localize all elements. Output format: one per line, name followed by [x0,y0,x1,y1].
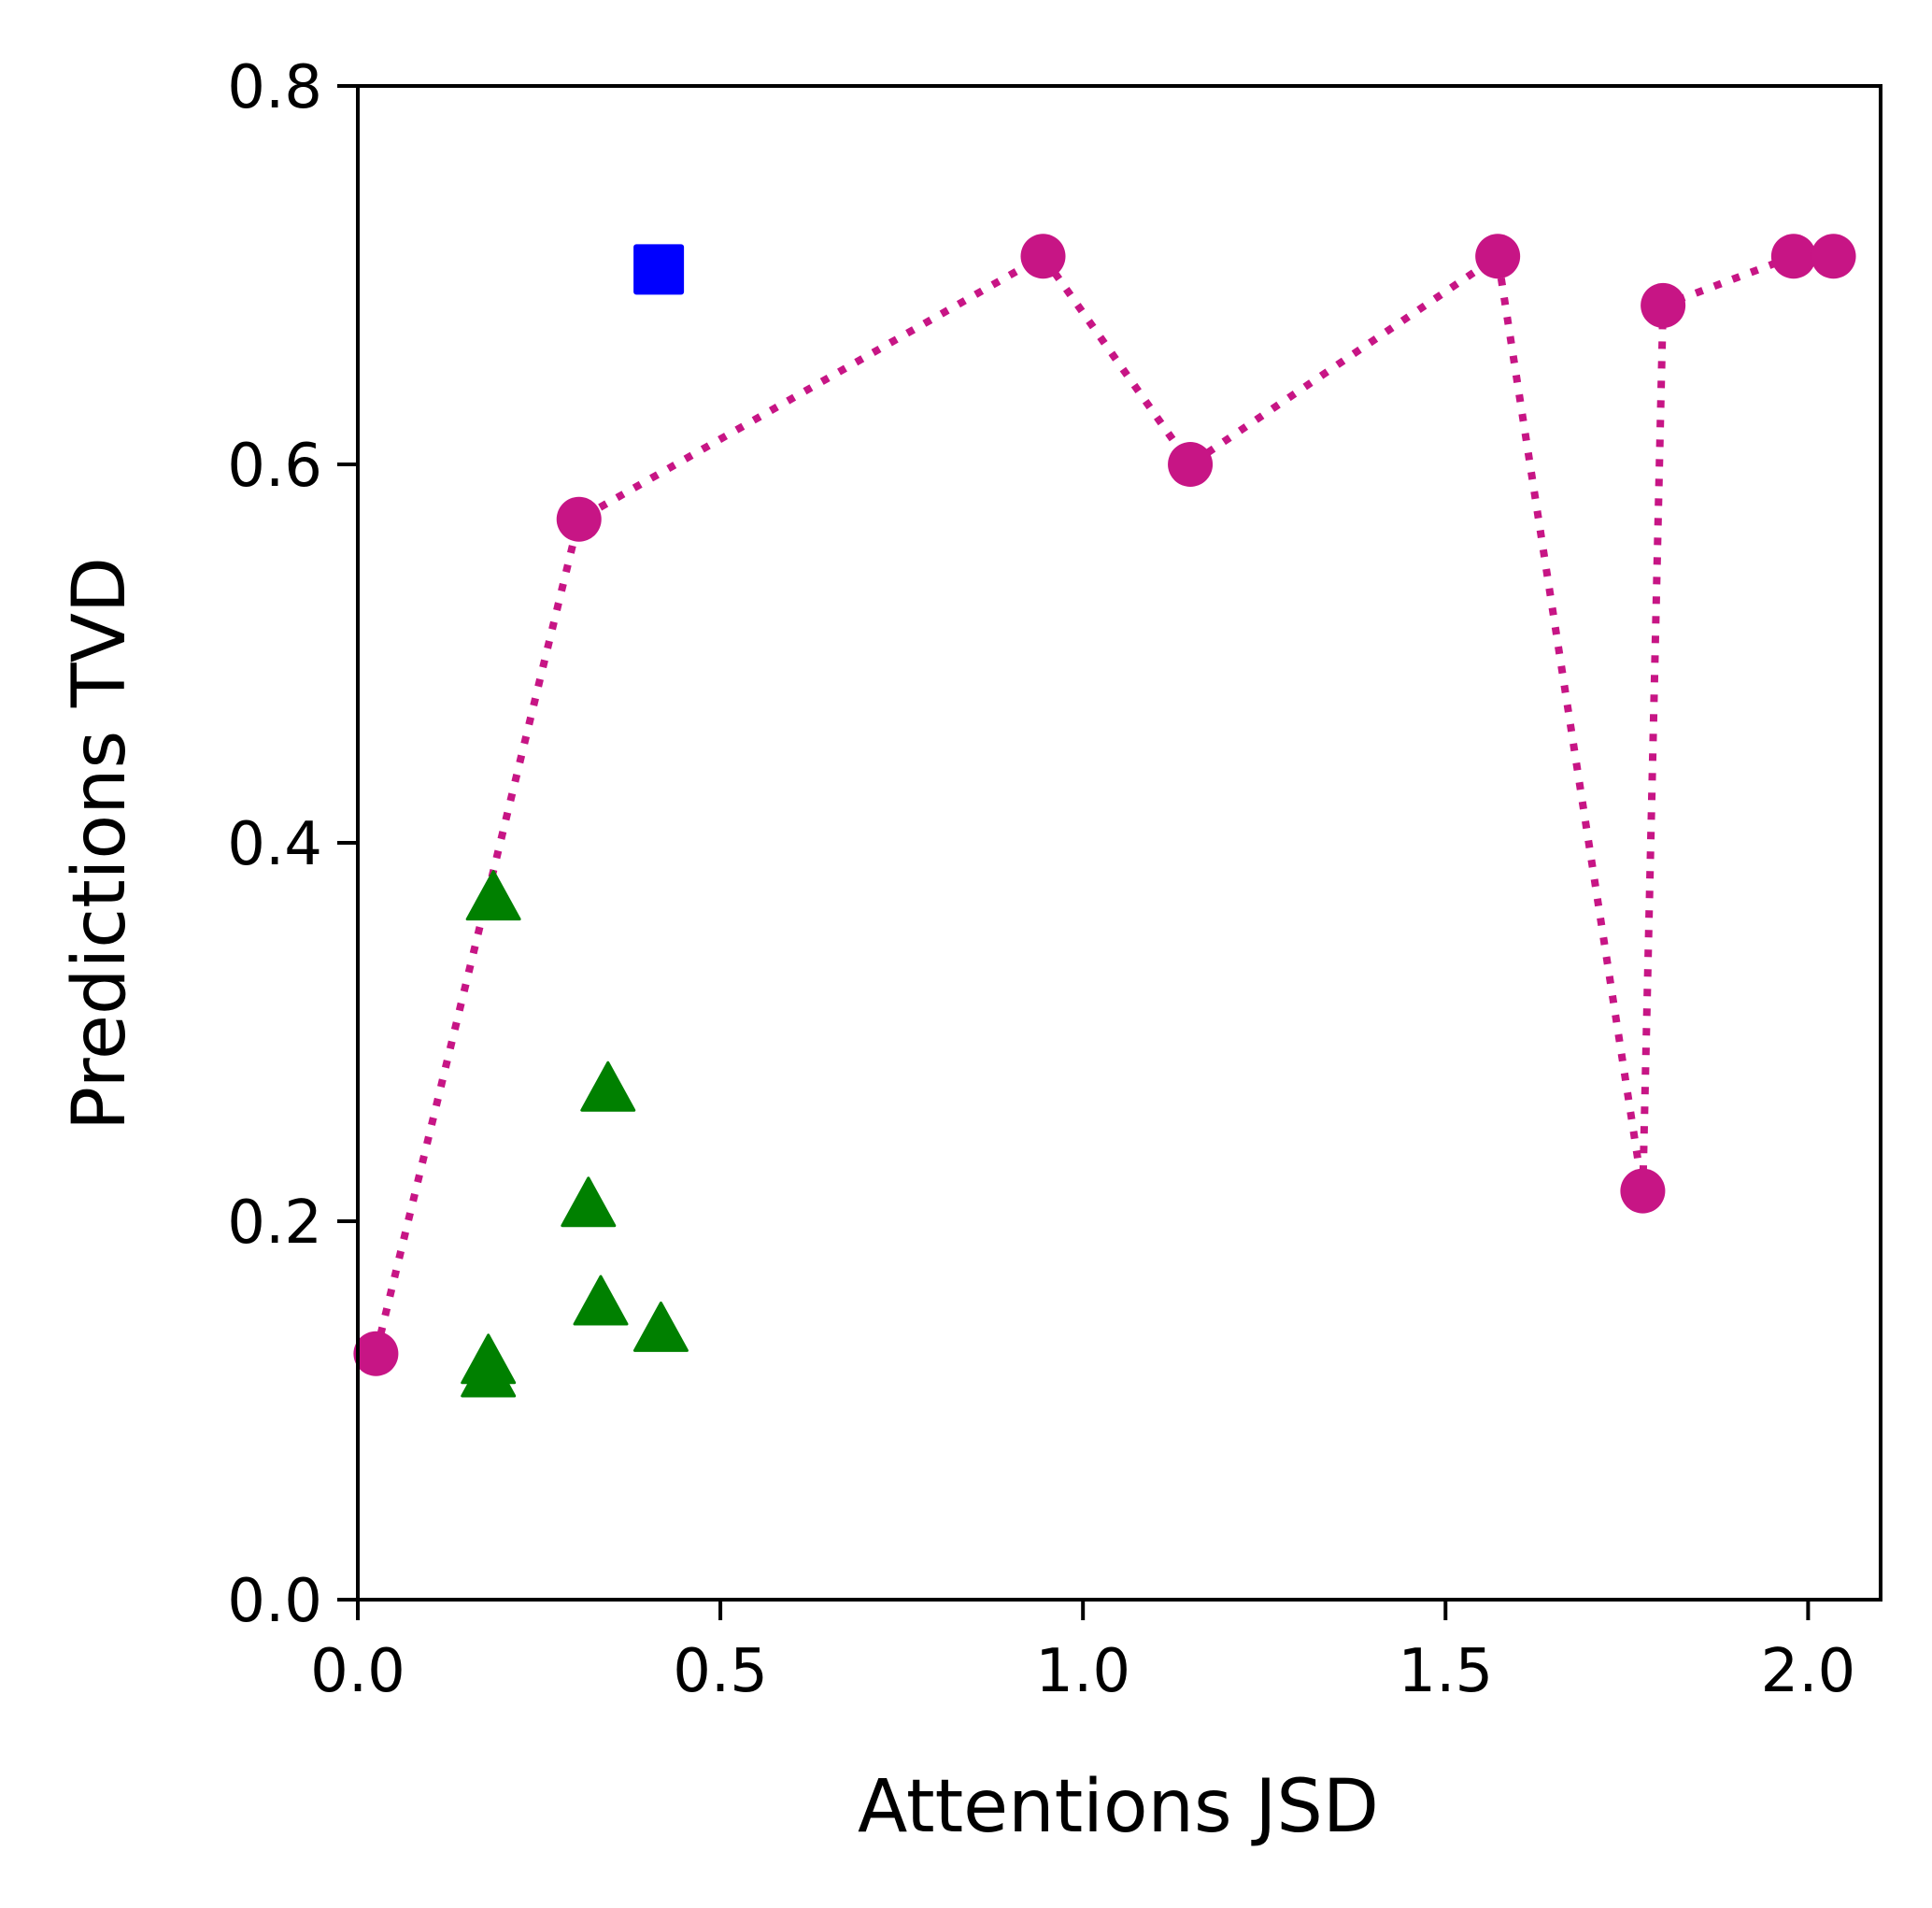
y-axis-title: Predictions TVD [58,557,142,1131]
data-point-circle [1811,234,1856,279]
x-tick-label: 2.0 [1760,1637,1855,1706]
data-point-circle [1168,442,1214,487]
data-point-triangle [573,1274,629,1326]
series-circle-group [353,234,1856,1376]
y-tick-label: 0.2 [227,1189,322,1258]
x-tick-label: 1.0 [1035,1637,1130,1706]
data-point-triangle [561,1176,617,1228]
data-point-square [633,244,685,295]
data-point-circle [1770,234,1816,279]
data-point-circle [1641,282,1686,328]
x-tick-label: 0.5 [673,1637,768,1706]
data-point-circle [1475,234,1521,279]
x-axis-title: Attentions JSD [858,1765,1379,1849]
data-point-triangle [632,1301,689,1352]
y-tick-label: 0.8 [227,53,322,122]
y-tick-label: 0.0 [227,1567,322,1636]
series-layer [353,234,1856,1398]
data-point-circle [1620,1168,1666,1214]
x-tick-label: 1.5 [1398,1637,1493,1706]
y-tick-label: 0.4 [227,810,322,879]
data-point-circle [556,496,602,542]
data-point-triangle [461,1346,517,1398]
series-triangle-group [461,870,689,1398]
data-point-circle [1020,234,1066,279]
series-square-group [633,244,685,295]
x-tick-label: 0.0 [310,1637,405,1706]
y-tick-label: 0.6 [227,432,322,501]
axes-layer: 0.0 0.5 1.0 1.5 2.0 0.0 0.2 0.4 0.6 0.8 [227,53,1882,1706]
data-point-triangle [580,1061,636,1112]
data-point-triangle [465,870,521,921]
data-point-circle [353,1331,399,1376]
